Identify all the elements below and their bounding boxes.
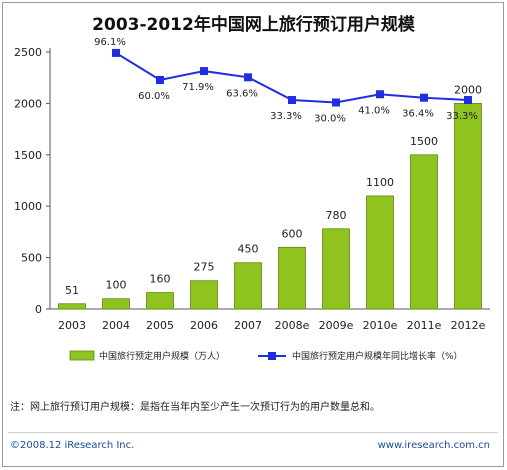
chart-title: 2003-2012年中国网上旅行预订用户规模 [92, 15, 415, 35]
bar [322, 228, 350, 310]
growth-rate-point [464, 96, 472, 105]
y-tick-label: 0 [35, 303, 42, 316]
legend-line-marker [268, 352, 276, 360]
bar-value-label: 780 [326, 209, 347, 222]
x-tick-label: 2007 [234, 319, 262, 332]
bar [454, 103, 482, 310]
bar [146, 292, 174, 310]
y-tick-label: 1000 [14, 200, 42, 213]
y-tick-label: 2500 [14, 46, 42, 59]
growth-rate-label: 33.3% [446, 111, 478, 122]
bar-value-label: 160 [150, 273, 171, 286]
growth-rate-point [200, 67, 208, 76]
bar [410, 154, 438, 310]
x-tick-label: 2003 [58, 319, 86, 332]
bar-value-label: 2000 [454, 83, 482, 96]
footer-website: www.iresearch.com.cn [377, 440, 490, 451]
bar [234, 262, 262, 310]
growth-rate-point [112, 48, 120, 57]
bar-value-label: 100 [106, 279, 127, 292]
bar-value-label: 450 [238, 243, 259, 256]
x-tick-label: 2012e [451, 319, 486, 332]
x-tick-label: 2005 [146, 319, 174, 332]
y-tick-label: 500 [21, 252, 42, 265]
growth-rate-label: 96.1% [94, 37, 126, 48]
bar [190, 280, 218, 310]
bar [366, 195, 394, 310]
bar-value-label: 1500 [410, 135, 438, 148]
y-tick-label: 1500 [14, 149, 42, 162]
growth-rate-point [332, 98, 340, 107]
chart-note: 注：网上旅行预订用户规模：是指在当年内至少产生一次预订行为的用户数量总和。 [10, 402, 380, 413]
chart-area: 0 500 1000 1500 2000 2500 51 2003 100 2004 160 2005… [14, 37, 490, 362]
footer-divider [8, 432, 498, 433]
x-tick-label: 2004 [102, 319, 130, 332]
growth-rate-label: 60.0% [138, 91, 170, 102]
bar [58, 303, 86, 310]
bar [278, 246, 306, 310]
footer-copyright: ©2008.12 iResearch Inc. [10, 440, 135, 451]
x-tick-label: 2010e [363, 319, 398, 332]
growth-rate-point [288, 96, 296, 105]
x-tick-label: 2006 [190, 319, 218, 332]
growth-rate-label: 63.6% [226, 88, 258, 99]
growth-rate-label: 33.3% [270, 111, 302, 122]
growth-rate-label: 30.0% [314, 114, 346, 125]
y-tick-label: 2000 [14, 97, 42, 110]
bar-value-label: 1100 [366, 176, 394, 189]
bar-value-label: 600 [282, 227, 303, 240]
x-tick-label: 2008e [275, 319, 310, 332]
growth-rate-label: 71.9% [182, 82, 214, 93]
growth-rate-point [156, 76, 164, 84]
growth-rate-point [376, 90, 384, 99]
growth-rate-point [420, 93, 428, 102]
x-tick-label: 2011e [407, 319, 442, 332]
growth-rate-label: 41.0% [358, 105, 390, 116]
bar [102, 298, 130, 310]
growth-rate-point [244, 73, 252, 82]
bar-value-label: 275 [194, 261, 215, 274]
bar-value-label: 51 [65, 284, 79, 297]
growth-rate-label: 36.4% [402, 109, 434, 120]
x-tick-label: 2009e [319, 319, 354, 332]
legend-bar-label: 中国旅行预定用户规模（万人） [99, 350, 225, 362]
legend-bar-swatch [69, 350, 95, 361]
legend-line-label: 中国旅行预定用户规模年同比增长率（%） [292, 350, 463, 362]
